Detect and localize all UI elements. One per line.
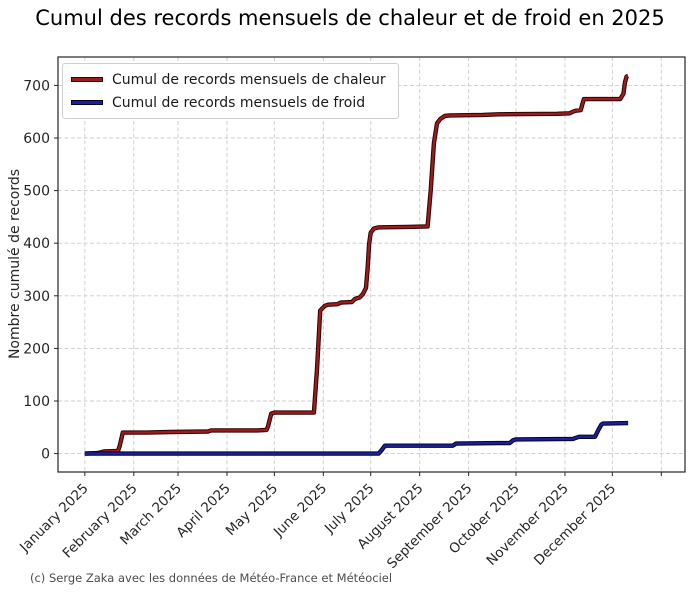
legend-item-froid: Cumul de records mensuels de froid xyxy=(72,91,386,114)
y-tick-label: 600 xyxy=(23,131,50,147)
plot-frame xyxy=(57,56,686,473)
gridlines xyxy=(58,57,685,472)
x-tick-label: November 2025 xyxy=(483,481,571,569)
series-line-0 xyxy=(84,74,629,455)
y-tick-label: 500 xyxy=(23,184,50,200)
legend: Cumul de records mensuels de chaleur Cum… xyxy=(62,63,399,119)
y-tick-label: 300 xyxy=(23,289,50,305)
x-tick-label: June 2025 xyxy=(270,481,330,541)
series xyxy=(84,73,629,456)
y-tick-label: 100 xyxy=(23,394,50,410)
x-tick-label: December 2025 xyxy=(531,481,619,569)
series-outline-0 xyxy=(84,73,629,456)
legend-item-chaleur: Cumul de records mensuels de chaleur xyxy=(72,68,386,91)
legend-label-froid: Cumul de records mensuels de froid xyxy=(112,94,366,111)
chart-title: Cumul des records mensuels de chaleur et… xyxy=(35,6,665,30)
x-tick-label: September 2025 xyxy=(384,481,475,572)
y-tick-label: 200 xyxy=(23,341,50,357)
credit-text: (c) Serge Zaka avec les données de Météo… xyxy=(30,571,393,585)
series-line-1 xyxy=(84,421,629,455)
legend-label-chaleur: Cumul de records mensuels de chaleur xyxy=(112,71,386,88)
y-tick-label: 700 xyxy=(23,78,50,94)
y-tick-label: 400 xyxy=(23,236,50,252)
y-tick-label: 0 xyxy=(41,447,50,463)
legend-line-sample-chaleur xyxy=(72,78,102,81)
legend-line-sample-froid xyxy=(72,101,102,104)
y-axis-label: Nombre cumulé de records xyxy=(7,168,23,360)
